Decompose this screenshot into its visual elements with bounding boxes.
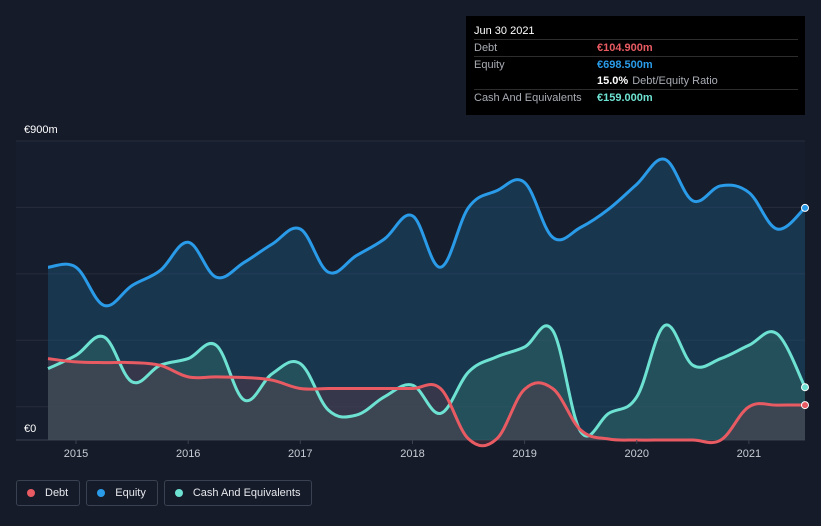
y-axis-top-label: €900m xyxy=(24,124,58,136)
debt-dot-icon xyxy=(27,489,35,497)
equity-end-marker xyxy=(801,203,809,212)
tooltip-ratio-row: 15.0% Debt/Equity Ratio xyxy=(474,73,798,89)
equity-line xyxy=(47,157,807,308)
x-tick-label: 2021 xyxy=(737,448,761,460)
legend-label-equity: Equity xyxy=(115,487,146,499)
legend-item-debt[interactable]: Debt xyxy=(16,480,81,506)
tooltip-ratio-value: 15.0% xyxy=(597,75,629,87)
tooltip-cash-row: Cash And Equivalents €159.000m xyxy=(474,89,798,106)
tooltip-cash-label: Cash And Equivalents xyxy=(474,92,582,104)
tooltip-equity-row: Equity €698.500m xyxy=(474,56,798,73)
equity-area xyxy=(48,158,805,440)
series-lines xyxy=(47,157,807,448)
legend-item-cash[interactable]: Cash And Equivalents xyxy=(163,480,313,506)
legend-item-equity[interactable]: Equity xyxy=(86,480,158,506)
chart-legend: Debt Equity Cash And Equivalents xyxy=(16,480,313,506)
x-tick-label: 2017 xyxy=(288,448,312,460)
x-tick-label: 2016 xyxy=(176,448,200,460)
tooltip-equity-label: Equity xyxy=(474,59,505,71)
tooltip-debt-row: Debt €104.900m xyxy=(474,39,798,56)
x-tick-label: 2018 xyxy=(400,448,424,460)
legend-label-debt: Debt xyxy=(45,487,69,499)
cash-line xyxy=(47,323,807,438)
x-axis-ticks: 2015 2016 2017 2018 2019 2020 2021 xyxy=(64,440,761,460)
cash-end-marker xyxy=(801,383,809,392)
tooltip-equity-value: €698.500m xyxy=(597,59,653,71)
tooltip-date: Jun 30 2021 xyxy=(474,25,535,37)
x-tick-label: 2020 xyxy=(625,448,649,460)
debt-end-marker xyxy=(801,401,809,410)
equity-dot-icon xyxy=(97,489,106,497)
y-axis-bottom-label: €0 xyxy=(24,423,36,435)
legend-label-cash: Cash And Equivalents xyxy=(192,487,301,499)
tooltip-ratio-spacer xyxy=(474,73,597,89)
debt-line xyxy=(47,357,806,448)
series-end-markers xyxy=(801,203,809,410)
tooltip-cash-value: €159.000m xyxy=(597,92,653,104)
tooltip-debt-label: Debt xyxy=(474,42,498,54)
cash-dot-icon xyxy=(174,489,183,497)
tooltip-ratio-label: Debt/Equity Ratio xyxy=(632,75,718,87)
x-tick-label: 2015 xyxy=(64,448,88,460)
x-tick-label: 2019 xyxy=(512,448,536,460)
tooltip-debt-value: €104.900m xyxy=(597,42,653,54)
hover-tooltip: Jun 30 2021 Debt €104.900m Equity €698.5… xyxy=(466,16,805,115)
